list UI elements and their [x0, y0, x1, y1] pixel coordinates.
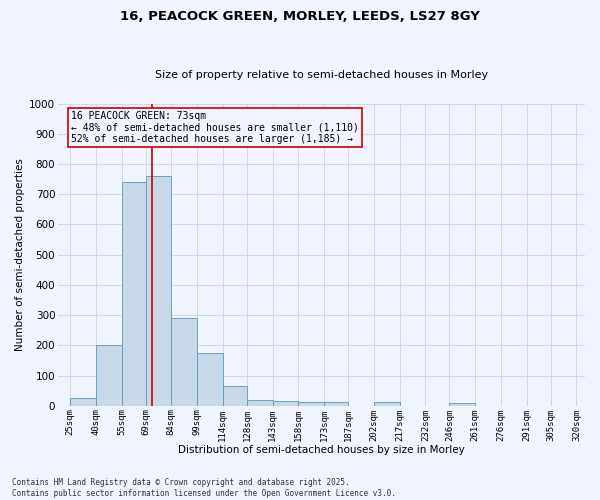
Bar [374, 402, 400, 406]
Bar [197, 353, 223, 406]
Bar [449, 404, 475, 406]
Bar [298, 402, 324, 406]
Bar [324, 402, 348, 406]
X-axis label: Distribution of semi-detached houses by size in Morley: Distribution of semi-detached houses by … [178, 445, 465, 455]
Text: Contains HM Land Registry data © Crown copyright and database right 2025.
Contai: Contains HM Land Registry data © Crown c… [12, 478, 396, 498]
Bar [223, 386, 247, 406]
Y-axis label: Number of semi-detached properties: Number of semi-detached properties [15, 158, 25, 351]
Bar [146, 176, 172, 406]
Bar [122, 182, 146, 406]
Title: Size of property relative to semi-detached houses in Morley: Size of property relative to semi-detach… [155, 70, 488, 81]
Bar [272, 401, 298, 406]
Text: 16, PEACOCK GREEN, MORLEY, LEEDS, LS27 8GY: 16, PEACOCK GREEN, MORLEY, LEEDS, LS27 8… [120, 10, 480, 23]
Bar [247, 400, 272, 406]
Bar [96, 346, 122, 406]
Text: 16 PEACOCK GREEN: 73sqm
← 48% of semi-detached houses are smaller (1,110)
52% of: 16 PEACOCK GREEN: 73sqm ← 48% of semi-de… [71, 111, 359, 144]
Bar [70, 398, 96, 406]
Bar [172, 318, 197, 406]
